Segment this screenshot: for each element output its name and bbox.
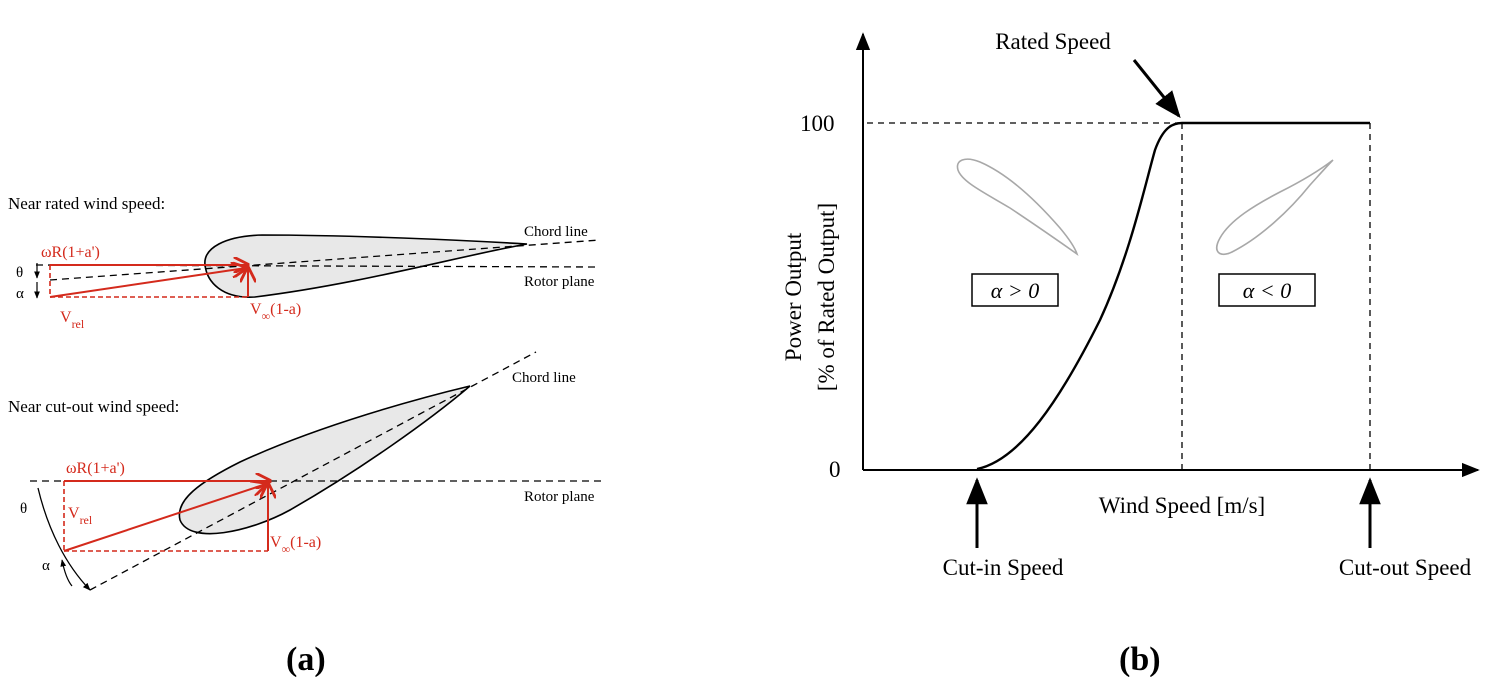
- y-tick-100: 100: [800, 111, 835, 136]
- cutout-theta-arc: [37, 487, 91, 591]
- rated-omega-r-label: ωR(1+a'): [41, 244, 100, 261]
- alpha-positive-box: [971, 273, 1059, 307]
- rated-vrel-sub: rel: [72, 317, 85, 331]
- rated-speed-arrow: [1132, 59, 1181, 119]
- y-label-line2: [% of Rated Output]: [814, 203, 839, 391]
- cutout-theta: θ: [20, 501, 27, 517]
- rated-alpha: α: [16, 286, 24, 302]
- rated-vinf-sub: ∞: [262, 309, 271, 323]
- alpha-negative-box: [1218, 273, 1316, 307]
- cutout-airfoil: [178, 385, 471, 535]
- cutout-alpha-arc: [60, 559, 73, 587]
- rated-vinf-label: V∞(1-a): [250, 301, 301, 323]
- cut-out-label: Cut-out Speed: [1339, 555, 1472, 580]
- x-label: Wind Speed [m/s]: [1099, 493, 1265, 518]
- panel-a-label: (a): [286, 641, 326, 677]
- rated-vrel-label: Vrel: [60, 309, 85, 331]
- rated-section: Near rated wind speed: Chord line Rotor …: [8, 194, 601, 331]
- cutout-omega-r-label: ωR(1+a'): [66, 460, 125, 477]
- rated-speed-label: Rated Speed: [995, 29, 1111, 54]
- cutout-rotor-label: Rotor plane: [524, 489, 595, 505]
- blade-sketch-right: [1216, 159, 1334, 256]
- rated-rotor-plane: [35, 264, 597, 268]
- cutout-vinf-main: V: [270, 534, 282, 551]
- power-curve: [976, 121, 1370, 471]
- y-label-line1: Power Output: [781, 232, 806, 361]
- alpha-negative-label: α < 0: [1243, 278, 1291, 303]
- cutout-alpha: α: [42, 558, 50, 574]
- cutout-vrel-sub: rel: [80, 513, 93, 527]
- cutout-vinf-tail: (1-a): [290, 534, 321, 551]
- cutout-vinf-sub: ∞: [282, 542, 291, 556]
- cutout-vinf-label: V∞(1-a): [270, 534, 321, 556]
- cutout-chord-label: Chord line: [512, 370, 576, 386]
- cutout-vrel-label: Vrel: [68, 505, 93, 527]
- y-tick-0: 0: [829, 457, 841, 482]
- rated-theta: θ: [16, 265, 23, 281]
- blade-sketch-left: [956, 158, 1079, 257]
- cutout-vrel-main: V: [68, 505, 80, 522]
- cut-in-label: Cut-in Speed: [943, 555, 1064, 580]
- alpha-positive-label: α > 0: [991, 278, 1039, 303]
- rated-vinf-main: V: [250, 301, 262, 318]
- cutout-title: Near cut-out wind speed:: [8, 397, 179, 416]
- rated-vinf-tail: (1-a): [270, 301, 301, 318]
- panel-a: Near rated wind speed: Chord line Rotor …: [8, 194, 605, 677]
- panel-b-label: (b): [1119, 641, 1161, 677]
- rated-title: Near rated wind speed:: [8, 194, 165, 213]
- rated-chord-label: Chord line: [524, 224, 588, 240]
- rated-rotor-label: Rotor plane: [524, 274, 595, 290]
- rated-vrel-main: V: [60, 309, 72, 326]
- rated-vrel-arrow: [49, 268, 246, 298]
- rated-chord-line: [49, 239, 601, 281]
- panel-b: 100 0 Power Output [% of Rated Output] W…: [781, 29, 1480, 677]
- cutout-vrel-arrow: [63, 484, 266, 552]
- cutout-section: Near cut-out wind speed: Chord line Roto…: [8, 351, 605, 591]
